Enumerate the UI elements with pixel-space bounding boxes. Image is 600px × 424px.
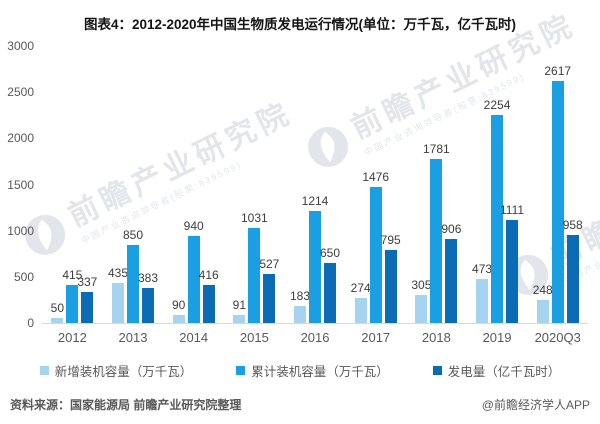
bar-group-2014: 90 940 416 2014 (163, 47, 224, 345)
bar-cumulative-capacity: 850 (123, 228, 143, 323)
value-label: 650 (320, 246, 341, 260)
value-label: 1781 (423, 141, 450, 156)
bar-cumulative-capacity: 415 (62, 268, 82, 323)
bar-generation: 383 (138, 271, 158, 323)
value-label: 940 (183, 219, 204, 234)
credit-note: @前瞻经济学人APP (481, 398, 590, 412)
bar-group-2017: 274 1476 795 2017 (345, 47, 406, 345)
bar-generation: 1111 (500, 203, 524, 323)
y-tick-label: 0 (27, 316, 34, 330)
bar-generation: 337 (77, 275, 97, 323)
bar-cumulative-capacity: 2254 (484, 98, 510, 323)
x-tick-label: 2012 (57, 330, 87, 345)
y-tick-label: 2000 (7, 131, 34, 146)
bar-group-2015: 91 1031 527 2015 (224, 47, 285, 345)
bar-cumulative-capacity: 2617 (544, 64, 571, 323)
bar-group-2020q3: 248 2617 958 2020Q3 (527, 47, 588, 345)
value-label: 415 (62, 267, 83, 282)
legend-item-new-capacity: 新增装机容量（万千瓦） (39, 361, 193, 380)
y-tick-label: 1500 (7, 177, 34, 192)
value-label: 435 (107, 265, 129, 280)
x-tick-label: 2017 (361, 330, 391, 345)
value-label: 2617 (544, 64, 572, 79)
legend-label: 发电量（亿千瓦时） (447, 365, 561, 379)
source-note: 资料来源：国家能源局 前瞻产业研究院整理 (10, 398, 242, 412)
value-label: 248 (532, 283, 553, 298)
y-tick-label: 1000 (7, 223, 34, 238)
bar-new-capacity: 91 (233, 298, 246, 323)
bar-group-2016: 183 1214 650 2016 (285, 47, 346, 345)
legend-swatch-icon (432, 366, 442, 375)
x-tick-label: 2015 (239, 330, 269, 345)
bar-cumulative-capacity: 1781 (423, 142, 450, 323)
value-label: 90 (171, 297, 186, 312)
y-tick-label: 3000 (7, 39, 34, 53)
value-label: 2254 (483, 97, 511, 112)
value-label: 527 (259, 257, 280, 272)
x-tick-label: 2018 (421, 330, 451, 345)
bar-new-capacity: 248 (533, 283, 553, 323)
plot-area: 50 415 337 2012 435 850 383 2013 90 940 416 2014 91 1… (42, 47, 588, 346)
value-label: 416 (198, 267, 219, 282)
bar-new-capacity: 305 (411, 278, 431, 323)
x-tick-label: 2020Q3 (534, 330, 581, 345)
value-label: 473 (472, 262, 493, 277)
legend-item-cumulative-capacity: 累计装机容量（万千瓦） (236, 361, 389, 380)
value-label: 850 (122, 227, 144, 242)
bar-cumulative-capacity: 940 (184, 219, 204, 323)
bar-cumulative-capacity: 1214 (302, 194, 328, 323)
bar-generation: 906 (441, 222, 461, 323)
legend-item-generation: 发电量（亿千瓦时） (432, 361, 561, 380)
value-label: 305 (411, 277, 432, 292)
legend-label: 新增装机容量（万千瓦） (54, 365, 193, 379)
bar-generation: 795 (381, 233, 401, 323)
legend-swatch-icon (236, 366, 246, 375)
bar-generation: 527 (259, 257, 279, 323)
value-label: 1031 (240, 210, 268, 225)
value-label: 1476 (362, 169, 390, 184)
footer: 资料来源：国家能源局 前瞻产业研究院整理 @前瞻经济学人APP (10, 396, 590, 413)
bar-generation: 958 (563, 218, 583, 323)
x-tick-label: 2014 (179, 330, 209, 345)
value-label: 1111 (500, 203, 525, 218)
x-tick-label: 2013 (118, 330, 148, 345)
legend-label: 累计装机容量（万千瓦） (251, 365, 389, 379)
bar-new-capacity: 90 (172, 298, 185, 323)
value-label: 383 (137, 270, 159, 285)
y-tick-label: 2500 (7, 85, 34, 100)
chart-title: 图表4：2012-2020年中国生物质发电运行情况(单位：万千瓦，亿千瓦时) (83, 17, 517, 32)
bar-new-capacity: 50 (51, 301, 64, 323)
value-label: 906 (441, 222, 462, 237)
bar-new-capacity: 183 (290, 289, 310, 323)
bar-generation: 416 (199, 268, 219, 323)
value-label: 958 (562, 217, 583, 232)
value-label: 183 (290, 289, 311, 304)
bar-group-2019: 473 2254 1111 2019 (467, 47, 528, 345)
value-label: 50 (50, 301, 65, 316)
x-tick-label: 2019 (482, 330, 512, 345)
legend-swatch-icon (39, 366, 49, 375)
value-label: 1214 (301, 193, 329, 208)
bar-generation: 650 (320, 246, 340, 323)
y-tick-label: 500 (13, 269, 34, 284)
bar-new-capacity: 435 (108, 266, 128, 323)
x-tick-label: 2016 (300, 330, 330, 345)
value-label: 795 (380, 232, 401, 247)
value-label: 274 (350, 280, 371, 295)
value-label: 91 (232, 297, 247, 312)
bar-cumulative-capacity: 1476 (362, 170, 389, 323)
bar-group-2013: 435 850 383 2013 (103, 47, 164, 346)
bar-cumulative-capacity: 1031 (241, 211, 268, 323)
bar-group-2018: 305 1781 906 2018 (406, 47, 467, 345)
value-label: 337 (77, 274, 98, 289)
bar-new-capacity: 473 (472, 262, 492, 323)
bar-new-capacity: 274 (351, 281, 371, 323)
bar-group-2012: 50 415 337 2012 (42, 47, 103, 345)
legend: 新增装机容量（万千瓦） 累计装机容量（万千瓦） 发电量（亿千瓦时） (0, 361, 600, 380)
